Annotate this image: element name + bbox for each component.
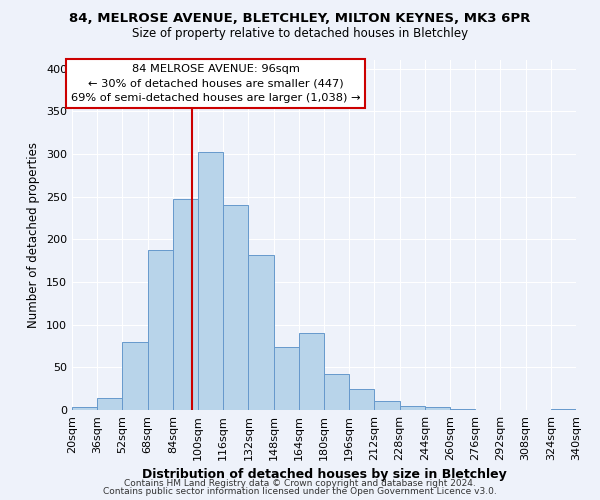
- Bar: [173, 199, 198, 410]
- Bar: [551, 409, 576, 410]
- Bar: [299, 333, 324, 410]
- Bar: [97, 398, 122, 410]
- Text: Contains HM Land Registry data © Crown copyright and database right 2024.: Contains HM Land Registry data © Crown c…: [124, 478, 476, 488]
- Bar: [450, 409, 475, 410]
- Bar: [122, 342, 148, 410]
- Bar: [248, 256, 274, 410]
- Bar: [374, 400, 400, 410]
- Bar: [72, 408, 97, 410]
- Bar: [148, 250, 173, 410]
- Bar: [223, 205, 248, 410]
- Bar: [198, 152, 223, 410]
- Bar: [324, 374, 349, 410]
- Text: Contains public sector information licensed under the Open Government Licence v3: Contains public sector information licen…: [103, 487, 497, 496]
- Text: 84 MELROSE AVENUE: 96sqm
← 30% of detached houses are smaller (447)
69% of semi-: 84 MELROSE AVENUE: 96sqm ← 30% of detach…: [71, 64, 361, 103]
- Y-axis label: Number of detached properties: Number of detached properties: [28, 142, 40, 328]
- Bar: [349, 388, 374, 410]
- Text: 84, MELROSE AVENUE, BLETCHLEY, MILTON KEYNES, MK3 6PR: 84, MELROSE AVENUE, BLETCHLEY, MILTON KE…: [70, 12, 530, 26]
- Text: Size of property relative to detached houses in Bletchley: Size of property relative to detached ho…: [132, 28, 468, 40]
- Bar: [400, 406, 425, 410]
- Bar: [274, 347, 299, 410]
- Bar: [425, 406, 450, 410]
- X-axis label: Distribution of detached houses by size in Bletchley: Distribution of detached houses by size …: [142, 468, 506, 481]
